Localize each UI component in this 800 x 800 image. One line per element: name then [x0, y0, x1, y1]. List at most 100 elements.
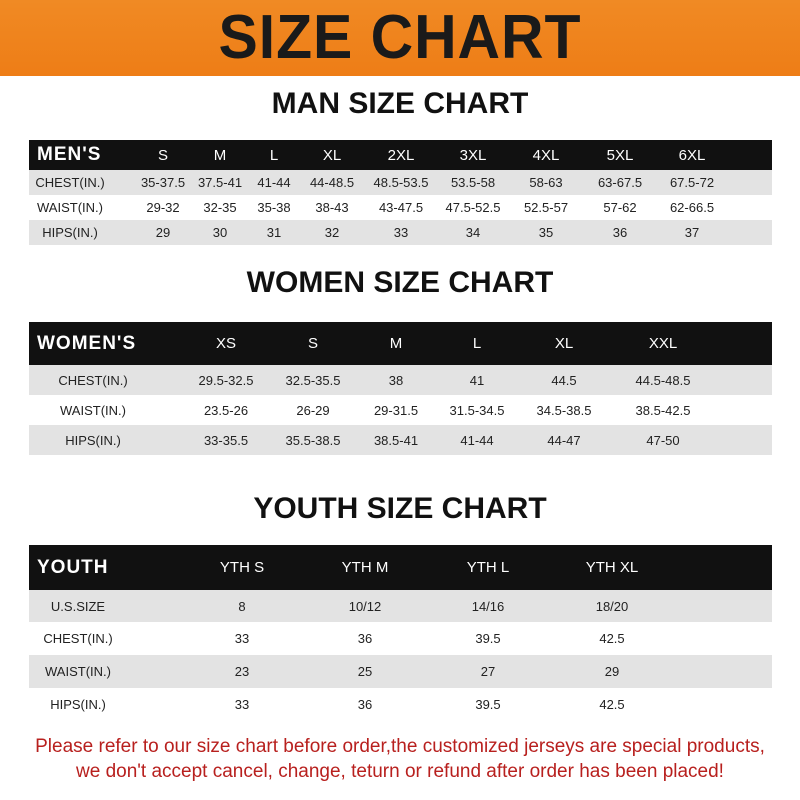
- measurement-label: CHEST(IN.): [58, 372, 128, 388]
- table-cell: 27: [480, 664, 496, 679]
- table-cell: 38: [388, 372, 404, 388]
- table-row: WAIST(IN.) 29-32 32-35 35-38 38-43 43-47.5 47.…: [29, 195, 772, 220]
- table-cell: 29: [604, 664, 620, 679]
- measurement-label: CHEST(IN.): [35, 175, 105, 190]
- table-cell: 37.5-41: [197, 175, 243, 190]
- size-header-cell: L: [269, 146, 279, 164]
- measurement-label: WAIST(IN.): [45, 664, 111, 679]
- table-cell: 29: [155, 225, 171, 240]
- table-cell: 8: [238, 598, 246, 614]
- table-row: CHEST(IN.) 33 36 39.5 42.5: [29, 622, 772, 655]
- table-cell: 29.5-32.5: [198, 372, 254, 388]
- table-header-row: WOMEN'S XS S M L XL XXL: [29, 322, 772, 365]
- table-cell: 31.5-34.5: [449, 402, 505, 418]
- table-cell: 41-44: [460, 432, 494, 448]
- banner: SIZE CHART: [0, 0, 800, 76]
- table-cell: 38-43: [315, 200, 349, 215]
- table-title-cell: WOMEN'S: [37, 332, 137, 354]
- table-cell: 34.5-38.5: [536, 402, 592, 418]
- table-cell: 47.5-52.5: [445, 200, 501, 215]
- table-header-row: YOUTH YTH S YTH M YTH L YTH XL: [29, 545, 772, 590]
- table-cell: 57-62: [603, 200, 637, 215]
- size-header-cell: XL: [322, 146, 342, 164]
- measurement-label: WAIST(IN.): [60, 402, 126, 418]
- table-cell: 33-35.5: [203, 432, 249, 448]
- table-cell: 29-32: [146, 200, 180, 215]
- table-row: U.S.SIZE 8 10/12 14/16 18/20: [29, 590, 772, 622]
- size-header-cell: 2XL: [387, 146, 415, 164]
- table-header-row: MEN'S S M L XL 2XL 3XL 4XL 5XL 6XL: [29, 140, 772, 170]
- size-header-cell: YTH M: [341, 559, 389, 576]
- measurement-label: HIPS(IN.): [42, 225, 98, 240]
- table-cell: 37: [684, 225, 700, 240]
- table-row: HIPS(IN.) 33-35.5 35.5-38.5 38.5-41 41-44 44-…: [29, 425, 772, 455]
- size-header-cell: YTH XL: [585, 559, 639, 576]
- table-cell: 41-44: [257, 175, 291, 190]
- size-header-cell: 6XL: [678, 146, 706, 164]
- table-cell: 42.5: [599, 696, 625, 712]
- table-cell: 34: [465, 225, 481, 240]
- table-cell: 32-35: [203, 200, 237, 215]
- table-cell: 31: [266, 225, 282, 240]
- table-cell: 39.5: [475, 696, 501, 712]
- table-cell: 35: [538, 225, 554, 240]
- table-cell: 38.5-42.5: [635, 402, 691, 418]
- size-header-cell: M: [213, 146, 227, 164]
- table-row: WAIST(IN.) 23 25 27 29: [29, 655, 772, 688]
- size-header-cell: S: [157, 146, 169, 164]
- notice-text: Please refer to our size chart before or…: [0, 734, 800, 784]
- table-cell: 36: [357, 631, 373, 646]
- measurement-label: U.S.SIZE: [50, 598, 106, 614]
- measurement-label: CHEST(IN.): [43, 631, 113, 646]
- table-title-cell: MEN'S: [37, 144, 102, 165]
- table-cell: 30: [212, 225, 228, 240]
- table-cell: 26-29: [296, 402, 330, 418]
- table-cell: 32.5-35.5: [285, 372, 341, 388]
- size-header-cell: XXL: [648, 335, 678, 352]
- size-header-cell: YTH L: [466, 559, 510, 576]
- table-cell: 44-48.5: [309, 175, 355, 190]
- table-cell: 42.5: [599, 631, 625, 646]
- size-header-cell: XS: [215, 335, 237, 352]
- table-cell: 25: [357, 664, 373, 679]
- table-cell: 53.5-58: [450, 175, 496, 190]
- table-row: HIPS(IN.) 33 36 39.5 42.5: [29, 688, 772, 720]
- table-cell: 43-47.5: [378, 200, 424, 215]
- youth-section-title: YOUTH SIZE CHART: [253, 492, 547, 525]
- measurement-label: HIPS(IN.): [65, 432, 121, 448]
- notice-line-2: we don't accept cancel, change, teturn o…: [76, 761, 724, 782]
- men-section-title: MAN SIZE CHART: [271, 87, 529, 120]
- table-cell: 44.5: [551, 372, 577, 388]
- table-cell: 33: [234, 696, 250, 712]
- table-cell: 44.5-48.5: [635, 372, 691, 388]
- size-header-cell: 5XL: [606, 146, 634, 164]
- size-header-cell: M: [389, 335, 403, 352]
- table-cell: 33: [393, 225, 409, 240]
- size-header-cell: YTH S: [219, 559, 265, 576]
- table-cell: 14/16: [471, 598, 505, 614]
- table-cell: 44-47: [547, 432, 581, 448]
- table-cell: 23: [234, 664, 250, 679]
- size-header-cell: 3XL: [459, 146, 487, 164]
- table-row: WAIST(IN.) 23.5-26 26-29 29-31.5 31.5-34.5 34…: [29, 395, 772, 425]
- size-header-cell: 4XL: [532, 146, 560, 164]
- table-cell: 36: [357, 696, 373, 712]
- size-header-cell: L: [472, 335, 482, 352]
- table-cell: 67.5-72: [669, 175, 715, 190]
- table-cell: 36: [612, 225, 628, 240]
- table-cell: 23.5-26: [203, 402, 249, 418]
- table-cell: 48.5-53.5: [373, 175, 429, 190]
- table-cell: 58-63: [529, 175, 563, 190]
- table-cell: 35-37.5: [140, 175, 186, 190]
- table-row: HIPS(IN.) 29 30 31 32 33 34 35 36 37: [29, 220, 772, 245]
- table-title-cell: YOUTH: [37, 556, 109, 578]
- measurement-label: WAIST(IN.): [37, 200, 103, 215]
- table-cell: 18/20: [595, 598, 629, 614]
- notice-line-1: Please refer to our size chart before or…: [35, 736, 765, 757]
- measurement-label: HIPS(IN.): [50, 696, 106, 712]
- table-cell: 62-66.5: [669, 200, 715, 215]
- table-cell: 41: [469, 372, 485, 388]
- table-cell: 52.5-57: [523, 200, 569, 215]
- table-cell: 35-38: [257, 200, 291, 215]
- table-row: CHEST(IN.) 29.5-32.5 32.5-35.5 38 41 44.5 44.5…: [29, 365, 772, 395]
